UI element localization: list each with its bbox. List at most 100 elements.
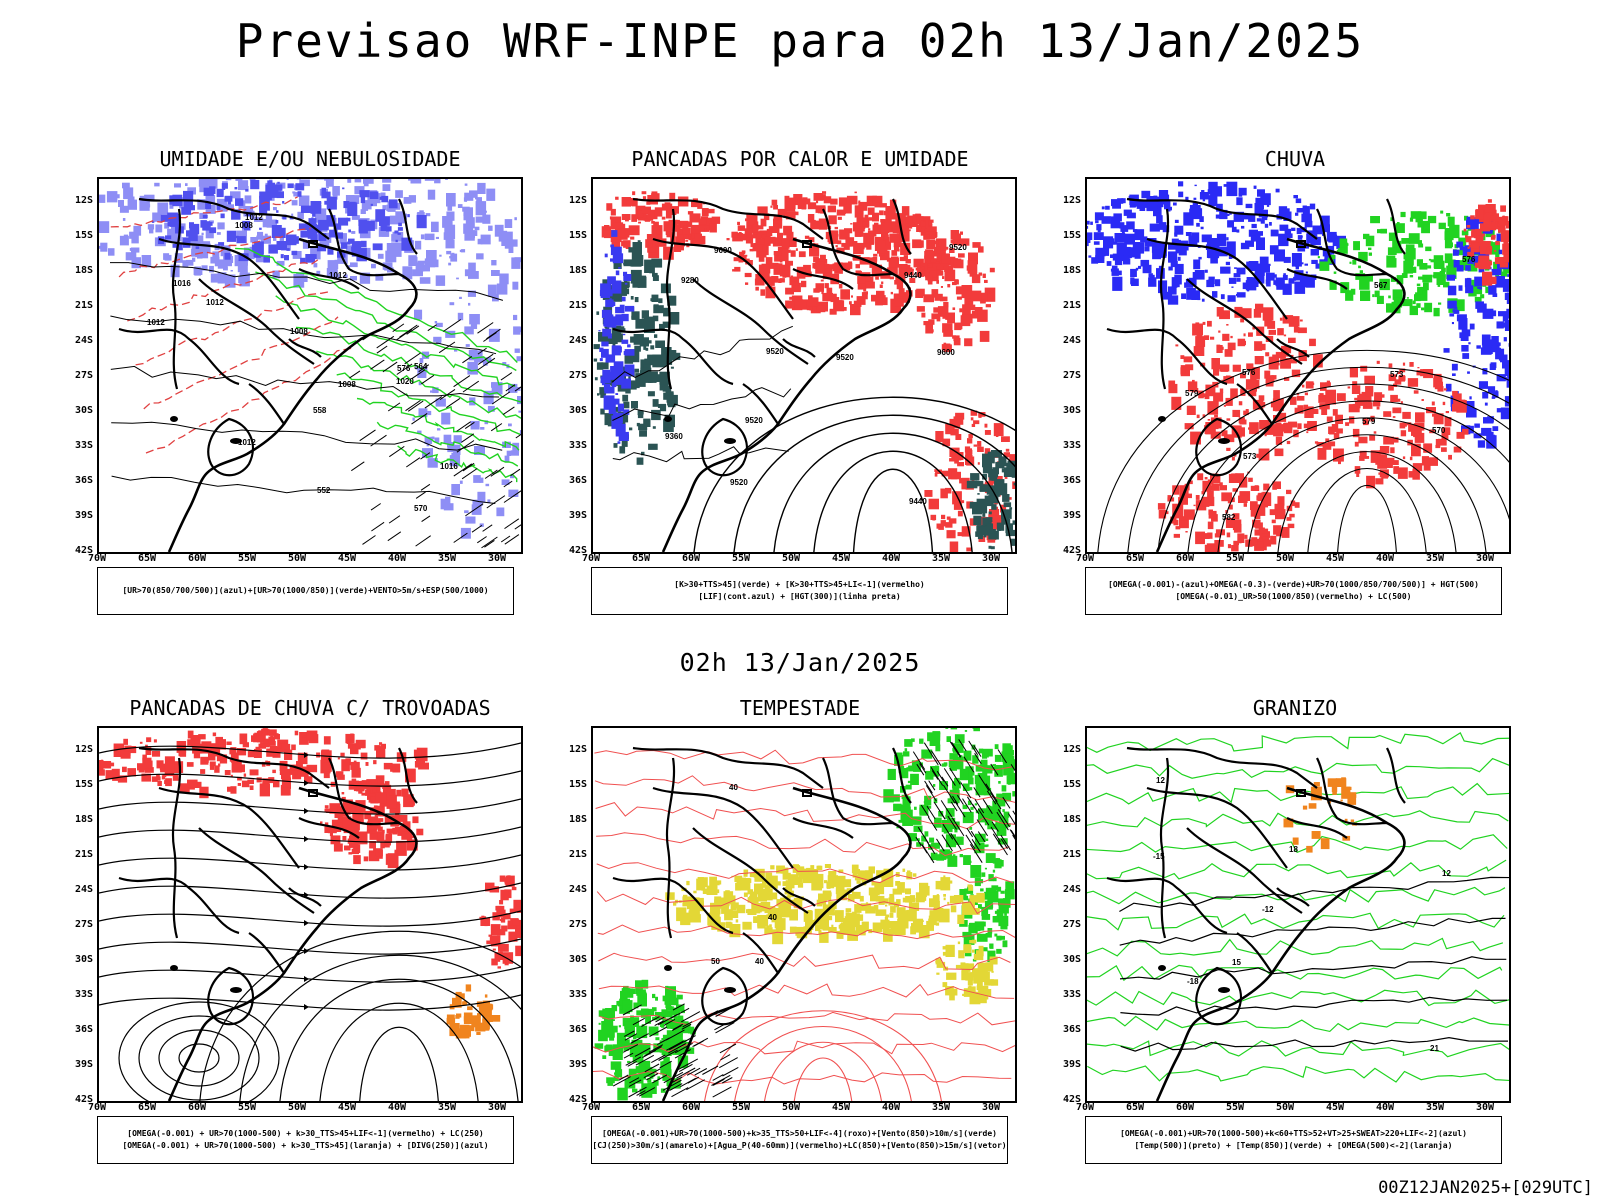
contour-label: 50 (711, 957, 720, 966)
longitude-tick-label: 65W (137, 553, 157, 564)
forecast-time-subtitle: 02h 13/Jan/2025 (679, 648, 921, 677)
contour-label: 567 (1374, 281, 1388, 290)
forecast-map: 9600 9600 9520 9440 9360 9280 9520 9520 9520 9520… (591, 177, 1017, 554)
contour-label: 9280 (681, 276, 699, 285)
contour-label: 1008 (338, 380, 356, 389)
panel-title: PANCADAS POR CALOR E UMIDADE (631, 147, 969, 171)
latitude-tick-label: 24S (1062, 335, 1081, 346)
latitude-tick-label: 21S (568, 300, 587, 311)
longitude-tick-label: 60W (1175, 1102, 1195, 1113)
longitude-tick-label: 45W (337, 1102, 357, 1113)
latitude-tick-label: 39S (568, 1059, 587, 1070)
latitude-tick-label: 39S (74, 1059, 93, 1070)
longitude-tick-label: 55W (237, 553, 257, 564)
latitude-tick-label: 33S (1062, 440, 1081, 451)
longitude-tick-label: 30W (981, 553, 1001, 564)
longitude-tick-label: 35W (1425, 553, 1445, 564)
contour-label: 12 (1156, 776, 1165, 785)
longitude-tick-label: 45W (831, 1102, 851, 1113)
longitude-tick-label: 50W (781, 553, 801, 564)
latitude-tick-label: 30S (1062, 954, 1081, 965)
contour-label: 9520 (949, 243, 967, 252)
contour-label: 576 (1462, 255, 1476, 264)
contour-label: -15 (1153, 852, 1165, 861)
contour-label: 9600 (937, 348, 955, 357)
contour-label: 9600 (714, 246, 732, 255)
contour-label: 21 (1430, 1044, 1439, 1053)
contour-label: -12 (1262, 905, 1274, 914)
contour-label: 1012 (206, 298, 224, 307)
contour-label: 1008 (235, 221, 253, 230)
latitude-tick-label: 24S (1062, 884, 1081, 895)
longitude-tick-label: 30W (1475, 553, 1495, 564)
contour-label: 1008 (290, 327, 308, 336)
latitude-tick-label: 12S (1062, 744, 1081, 755)
run-timestamp: 00Z12JAN2025+[029UTC] (1378, 1178, 1593, 1198)
latitude-tick-label: 12S (1062, 195, 1081, 206)
longitude-tick-label: 65W (631, 1102, 651, 1113)
longitude-tick-label: 70W (87, 553, 107, 564)
longitude-tick-label: 30W (487, 1102, 507, 1113)
latitude-tick-label: 39S (1062, 1059, 1081, 1070)
latitude-tick-label: 27S (74, 370, 93, 381)
legend-line: [OMEGA(-0.001) + UR>70(1000-500) + k>30_… (122, 1141, 489, 1150)
contour-label: 1016 (173, 279, 191, 288)
latitude-tick-label: 42S (74, 1094, 93, 1105)
longitude-tick-label: 50W (1275, 553, 1295, 564)
forecast-map: -12 -15 -18 12 15 18 21 12 (1085, 726, 1511, 1103)
longitude-tick-label: 40W (387, 553, 407, 564)
forecast-map: 1012 1016 1008 1008 1012 1012 1012 1008 1016 1020… (97, 177, 523, 554)
contour-label: 579 (1362, 417, 1376, 426)
latitude-tick-label: 30S (568, 954, 587, 965)
contour-label: 9440 (904, 271, 922, 280)
latitude-tick-label: 36S (1062, 475, 1081, 486)
contour-label: 1012 (147, 318, 165, 327)
latitude-tick-label: 33S (568, 989, 587, 1000)
contour-label: 1016 (440, 462, 458, 471)
contour-label: 579 (1185, 389, 1199, 398)
longitude-tick-label: 60W (1175, 553, 1195, 564)
panel-legend: [OMEGA(-0.001)+UR>70(1000-500)+k<60+TTS>… (1085, 1116, 1502, 1164)
latitude-tick-label: 12S (568, 744, 587, 755)
latitude-tick-label: 27S (74, 919, 93, 930)
latitude-tick-label: 24S (568, 884, 587, 895)
contour-label: 12 (1442, 869, 1451, 878)
panel-title: PANCADAS DE CHUVA C/ TROVOADAS (129, 696, 491, 720)
legend-line: [UR>70(850/700/500)](azul)+[UR>70(1000/8… (122, 586, 489, 595)
latitude-tick-label: 18S (1062, 814, 1081, 825)
longitude-tick-label: 40W (881, 553, 901, 564)
legend-line: [OMEGA(-0.001)+UR>70(1000-500)+k>35_TTS>… (602, 1129, 997, 1138)
longitude-tick-label: 50W (287, 553, 307, 564)
latitude-tick-label: 33S (74, 989, 93, 1000)
latitude-tick-label: 27S (568, 919, 587, 930)
longitude-tick-label: 35W (931, 553, 951, 564)
latitude-tick-label: 36S (1062, 1024, 1081, 1035)
longitude-tick-label: 35W (1425, 1102, 1445, 1113)
forecast-map: 582 579 576 573 570 567 579 576 573 (1085, 177, 1511, 554)
contour-label: 582 (1222, 513, 1236, 522)
legend-line: [OMEGA(-0.001)+UR>70(1000-500)+k<60+TTS>… (1120, 1129, 1467, 1138)
panel-title: TEMPESTADE (739, 696, 861, 720)
longitude-tick-label: 30W (1475, 1102, 1495, 1113)
latitude-tick-label: 42S (568, 545, 587, 556)
latitude-tick-label: 21S (568, 849, 587, 860)
longitude-tick-label: 60W (681, 553, 701, 564)
latitude-tick-label: 39S (74, 510, 93, 521)
panel-title: GRANIZO (1252, 696, 1338, 720)
latitude-tick-label: 18S (1062, 265, 1081, 276)
longitude-tick-label: 65W (631, 553, 651, 564)
longitude-tick-label: 55W (731, 553, 751, 564)
latitude-tick-label: 27S (1062, 919, 1081, 930)
forecast-map: 40 40 50 40 (591, 726, 1017, 1103)
longitude-tick-label: 55W (1225, 553, 1245, 564)
panel-legend: [UR>70(850/700/500)](azul)+[UR>70(1000/8… (97, 567, 514, 615)
latitude-tick-label: 18S (568, 265, 587, 276)
contour-label: 564 (414, 362, 428, 371)
longitude-tick-label: 70W (581, 1102, 601, 1113)
longitude-tick-label: 50W (1275, 1102, 1295, 1113)
latitude-tick-label: 15S (568, 779, 587, 790)
longitude-tick-label: 35W (437, 1102, 457, 1113)
longitude-tick-label: 70W (87, 1102, 107, 1113)
contour-label: 576 (1242, 368, 1256, 377)
contour-label: 9440 (909, 497, 927, 506)
